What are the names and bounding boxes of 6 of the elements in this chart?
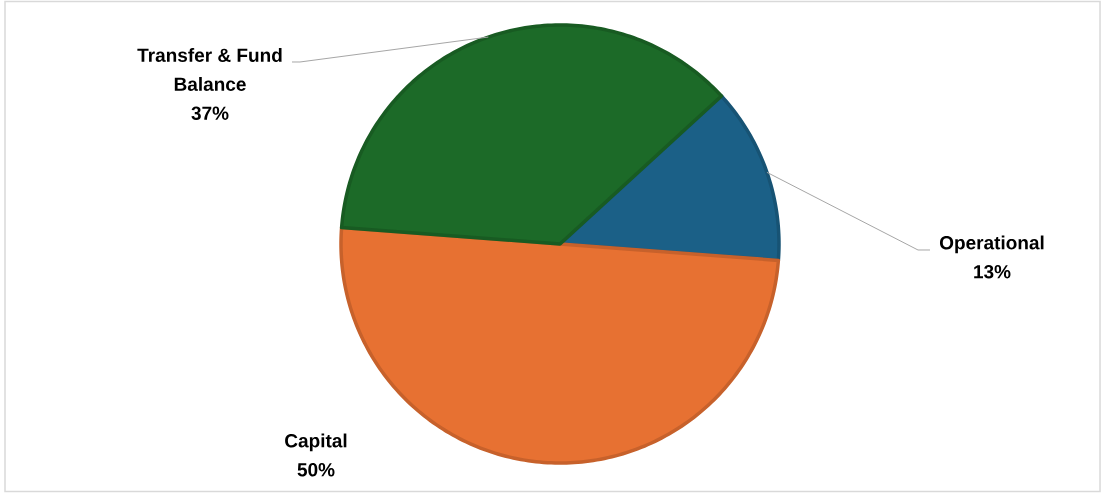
slice-label: Capital xyxy=(285,433,347,452)
data-label: 13% xyxy=(974,265,1011,279)
slice-label: Operational xyxy=(939,235,1044,254)
data-label: 50% xyxy=(297,463,335,477)
data-label: 37% xyxy=(191,106,229,120)
slice-label: Transfer & Fund Balance xyxy=(137,48,282,91)
